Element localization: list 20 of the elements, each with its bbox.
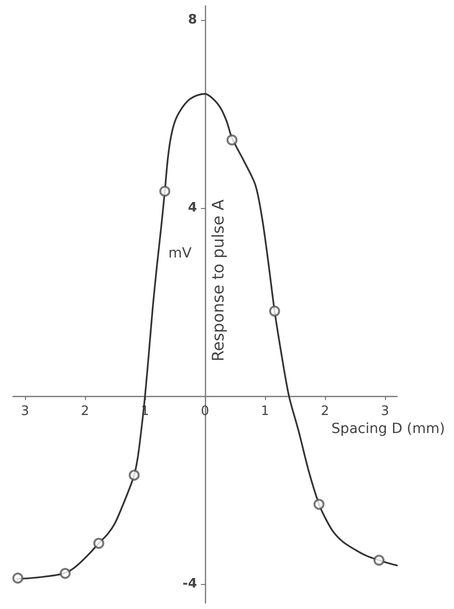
x-tick-label: 2	[80, 404, 90, 420]
point	[12, 572, 24, 584]
point	[128, 470, 140, 481]
x-tick-label: 3	[380, 404, 390, 420]
point	[93, 538, 104, 549]
point	[226, 134, 238, 146]
x-tick-label: 1	[260, 404, 270, 420]
x-tick-label: 3	[20, 404, 30, 420]
y-axis-title: Response to pulse A	[208, 199, 228, 362]
point	[159, 186, 170, 197]
y-tick-label: 8	[188, 12, 197, 28]
point	[374, 554, 384, 566]
y-tick-label: -4	[182, 576, 197, 592]
x-tick-label: 2	[320, 404, 330, 420]
x-axis-title: Spacing D (mm)	[331, 421, 446, 438]
annotation: mV	[168, 246, 192, 262]
point	[60, 568, 71, 579]
point	[314, 498, 324, 510]
y-tick-label: 4	[188, 200, 197, 216]
point	[269, 306, 280, 317]
